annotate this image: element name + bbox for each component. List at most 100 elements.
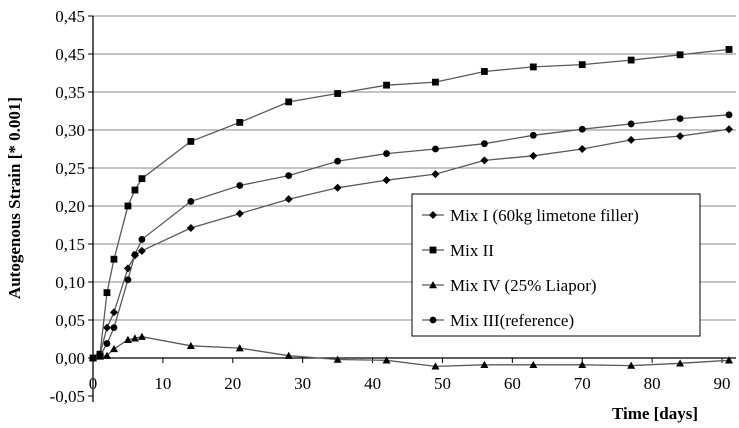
data-point [529, 151, 538, 160]
data-point [431, 362, 440, 370]
y-axis-title: Autogenous Strain [* 0.001] [5, 97, 24, 299]
data-point [187, 198, 195, 205]
x-tick-label: 20 [224, 374, 241, 393]
x-tick-label: 50 [434, 374, 451, 393]
x-axis-title: Time [days] [612, 404, 698, 423]
y-tick-label: 0,15 [55, 235, 85, 254]
x-tick-label: 0 [89, 374, 98, 393]
series-line [92, 336, 730, 368]
data-point [284, 195, 293, 204]
data-point [285, 98, 293, 106]
data-point [124, 276, 132, 284]
y-tick-label: 0,20 [55, 197, 85, 216]
tick-labels: -0,05 0,00 0,05 0,10 0,15 0,20 0,25 0,30 0,35 0,4… [50, 7, 731, 406]
x-tick-label: 40 [364, 374, 381, 393]
series-triangle [89, 332, 734, 370]
data-point [432, 145, 439, 153]
data-point [187, 138, 195, 145]
x-tick-label: 10 [154, 374, 171, 393]
data-point [578, 125, 586, 133]
legend-marker [429, 281, 437, 289]
data-point [725, 356, 734, 364]
data-point [137, 246, 146, 255]
y-tick-label: 0,35 [55, 83, 85, 102]
data-point [480, 68, 488, 75]
data-point [725, 46, 733, 53]
legend-entry: Mix II [422, 241, 494, 260]
series-diamond [89, 125, 734, 362]
data-point [725, 125, 734, 134]
y-tick-label: 0,25 [55, 159, 85, 178]
y-tick-label: 0,10 [55, 273, 85, 292]
legend-label: Mix II [450, 241, 494, 260]
data-point [676, 359, 685, 367]
data-point [529, 63, 537, 71]
data-point [676, 132, 685, 141]
data-point [333, 183, 342, 192]
data-point [676, 115, 684, 122]
series-group [89, 46, 734, 370]
data-point [131, 251, 139, 259]
data-point [529, 360, 538, 369]
x-tick-label: 90 [714, 374, 731, 393]
data-point [627, 361, 636, 369]
x-tick-label: 80 [644, 374, 661, 393]
data-point [285, 172, 293, 180]
y-tick-label: 0,05 [55, 311, 85, 330]
data-point [124, 202, 132, 210]
data-point [627, 56, 635, 64]
data-point [102, 351, 111, 359]
x-tick-label: 70 [574, 374, 591, 393]
data-point [123, 335, 132, 343]
data-point [110, 255, 118, 263]
legend-marker [429, 316, 437, 324]
legend-box [411, 193, 701, 337]
data-point [725, 111, 733, 119]
data-point [480, 360, 489, 369]
legend-label: Mix III(reference) [450, 311, 574, 330]
y-tick-label: 0,30 [55, 121, 85, 140]
data-point [236, 119, 244, 126]
data-point [432, 78, 439, 86]
data-point [235, 344, 244, 352]
data-point [334, 157, 342, 165]
legend: Mix I (60kg limetone filler) Mix II Mix IV… [411, 193, 701, 337]
data-point [284, 351, 293, 359]
data-point [480, 140, 488, 148]
data-point [578, 145, 587, 153]
data-point [103, 289, 111, 297]
data-point [103, 340, 111, 347]
data-point [96, 352, 104, 360]
data-point [333, 355, 342, 363]
data-point [235, 209, 244, 218]
data-point [627, 120, 635, 128]
data-point [131, 186, 139, 194]
data-point [529, 131, 537, 139]
legend-entry: Mix IV (25% Liapor) [422, 276, 597, 295]
data-point [110, 324, 118, 331]
data-point [334, 90, 342, 97]
data-point [627, 135, 636, 144]
data-point [186, 341, 195, 350]
data-point [578, 360, 587, 369]
data-point [138, 175, 146, 183]
data-point [109, 344, 118, 353]
legend-marker [429, 211, 437, 219]
data-point [102, 323, 111, 332]
data-point [89, 354, 97, 362]
data-point [236, 182, 244, 189]
y-tick-label: 0,45 [55, 45, 85, 64]
data-point [137, 332, 146, 340]
x-tick-label: 30 [294, 374, 311, 393]
axes [88, 15, 736, 402]
x-tick-label: 60 [504, 374, 521, 393]
y-tick-label: -0,05 [50, 387, 85, 406]
series-circle [89, 111, 733, 362]
legend-entry: Mix III(reference) [422, 311, 574, 330]
data-point [578, 61, 586, 69]
legend-label: Mix I (60kg limetone filler) [450, 206, 639, 225]
data-point [383, 81, 390, 89]
data-point [480, 156, 489, 165]
data-point [382, 356, 391, 364]
data-point [186, 224, 195, 233]
